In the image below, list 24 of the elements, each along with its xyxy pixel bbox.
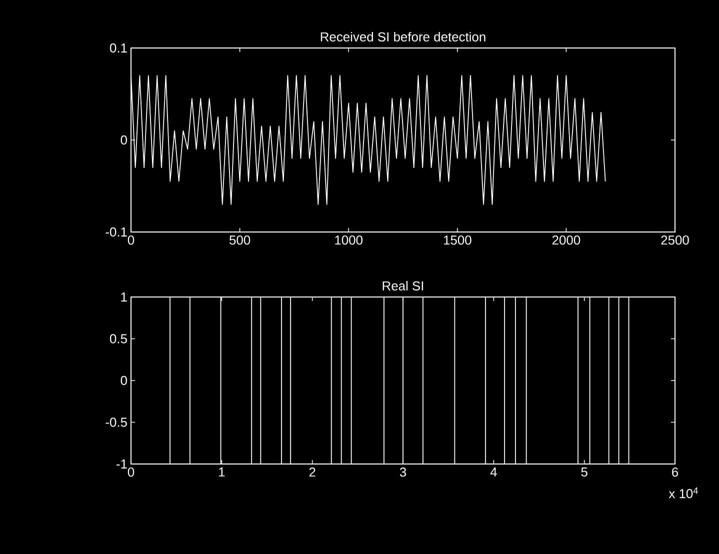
x-tick-label: 1000 xyxy=(335,236,363,245)
y-tick-label: -0.5 xyxy=(106,418,127,427)
x-tick-label: 1 xyxy=(219,468,225,476)
chart-title: Received SI before detection xyxy=(320,32,486,42)
y-tick-label: -1 xyxy=(116,460,127,468)
x-tick-label: 2000 xyxy=(552,236,580,245)
y-tick-label: 1 xyxy=(121,292,127,302)
x-tick-label: 3 xyxy=(400,468,406,477)
text: x 10$^{4}$ xyxy=(668,488,698,498)
x-tick-label: 500 xyxy=(230,236,250,245)
x-tick-label: 5 xyxy=(581,468,588,477)
chart-title: Real SI xyxy=(382,280,424,290)
y-tick-label: 0 xyxy=(120,135,127,145)
x-tick-label: 1500 xyxy=(444,236,472,245)
x-tick-label: 2500 xyxy=(661,236,689,245)
x-tick-label: 0 xyxy=(128,236,134,245)
x-tick-label: 2 xyxy=(309,468,316,477)
y-tick-label: 0.5 xyxy=(110,334,127,344)
x-tick-label: 6 xyxy=(672,468,678,477)
x-tick-label: 4 xyxy=(490,468,497,476)
y-tick-label: 0 xyxy=(120,376,127,386)
x-tick-label: 0 xyxy=(128,468,134,477)
y-tick-label: 0.1 xyxy=(110,43,127,53)
y-tick-label: -0.1 xyxy=(106,227,127,237)
